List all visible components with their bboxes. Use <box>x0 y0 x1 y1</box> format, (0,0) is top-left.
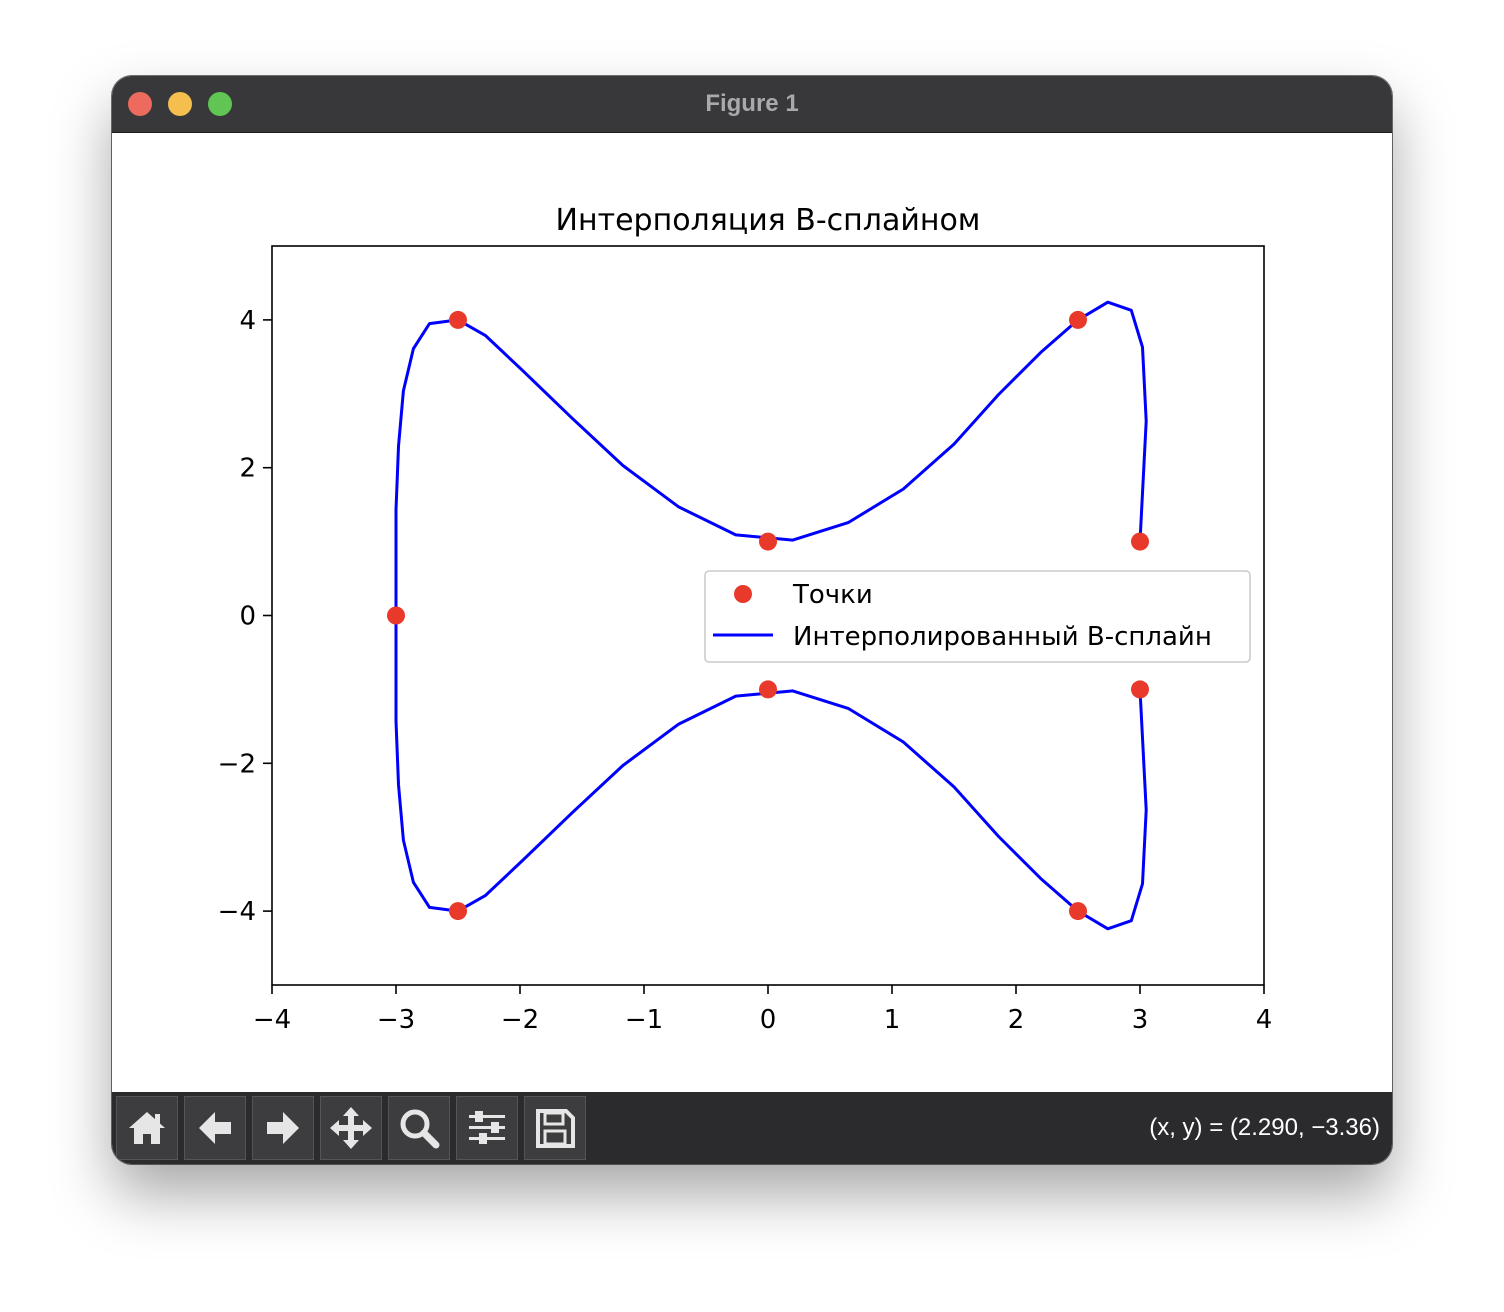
x-tick-label-1: −3 <box>377 1005 415 1035</box>
x-tick-label-6: 2 <box>1008 1005 1025 1035</box>
legend[interactable]: Точки Интерполированный B-сплайн <box>704 570 1251 663</box>
x-tick-label-2: −2 <box>501 1005 539 1035</box>
legend-label-points: Точки <box>792 580 873 610</box>
x-axis: −4 −3 −2 −1 0 1 2 3 4 <box>253 985 1272 1035</box>
data-point-2 <box>759 532 777 551</box>
title-bar: Figure 1 <box>112 76 1392 133</box>
figure-canvas[interactable]: Интерполяция B-сплайном −4 −3 −2 −1 0 1 2 3 4 −4… <box>112 133 1392 1092</box>
legend-box <box>704 570 1251 663</box>
arrow-left-icon <box>199 1112 231 1144</box>
arrow-right-icon <box>267 1112 299 1144</box>
back-button[interactable] <box>184 1096 246 1160</box>
data-point-6 <box>759 680 777 699</box>
y-axis: −4 −2 0 2 4 <box>218 306 272 927</box>
data-point-1 <box>1069 310 1087 329</box>
data-point-8 <box>1131 680 1149 699</box>
x-tick-label-4: 0 <box>760 1005 777 1035</box>
y-tick-label-0: −4 <box>218 897 256 927</box>
home-icon <box>129 1112 165 1144</box>
chart-title: Интерполяция B-сплайном <box>556 203 981 238</box>
figure-window: Figure 1 Интерполяция B-сплайном −4 −3 −2−… <box>112 76 1392 1164</box>
pan-button[interactable] <box>320 1096 382 1160</box>
x-tick-label-3: −1 <box>625 1005 663 1035</box>
chart: Интерполяция B-сплайном −4 −3 −2 −1 0 1 2 3 4 −4… <box>218 203 1273 1035</box>
y-tick-label-2: 0 <box>239 602 256 632</box>
forward-button[interactable] <box>252 1096 314 1160</box>
minimize-window-button[interactable] <box>168 92 192 116</box>
data-point-7 <box>1069 902 1087 921</box>
x-tick-label-5: 1 <box>884 1005 901 1035</box>
plot-area <box>387 300 1149 931</box>
configure-subplots-button[interactable] <box>456 1096 518 1160</box>
close-window-button[interactable] <box>128 92 152 116</box>
window-title: Figure 1 <box>705 90 799 117</box>
zoom-button[interactable] <box>388 1096 450 1160</box>
data-point-4 <box>387 606 405 625</box>
x-tick-label-7: 3 <box>1132 1005 1149 1035</box>
zoom-window-button[interactable] <box>208 92 232 116</box>
data-point-5 <box>449 902 467 921</box>
navigation-toolbar: (x, y) = (2.290, −3.36) <box>112 1092 1392 1164</box>
x-tick-label-0: −4 <box>253 1005 291 1035</box>
magnifier-icon <box>400 1109 440 1149</box>
cursor-coordinates: (x, y) = (2.290, −3.36) <box>1149 1114 1380 1141</box>
y-tick-label-3: 2 <box>239 454 256 484</box>
x-tick-label-8: 4 <box>1256 1005 1273 1035</box>
save-button[interactable] <box>524 1096 586 1160</box>
floppy-disk-icon <box>536 1109 575 1148</box>
data-point-0 <box>1131 532 1149 551</box>
y-tick-label-4: 4 <box>239 306 256 336</box>
data-point-3 <box>449 310 467 329</box>
sliders-icon <box>469 1111 505 1144</box>
home-button[interactable] <box>116 1096 178 1160</box>
y-tick-label-1: −2 <box>218 749 256 779</box>
legend-label-line: Интерполированный B-сплайн <box>793 622 1212 652</box>
move-icon <box>330 1107 372 1149</box>
legend-marker-points <box>734 585 752 603</box>
